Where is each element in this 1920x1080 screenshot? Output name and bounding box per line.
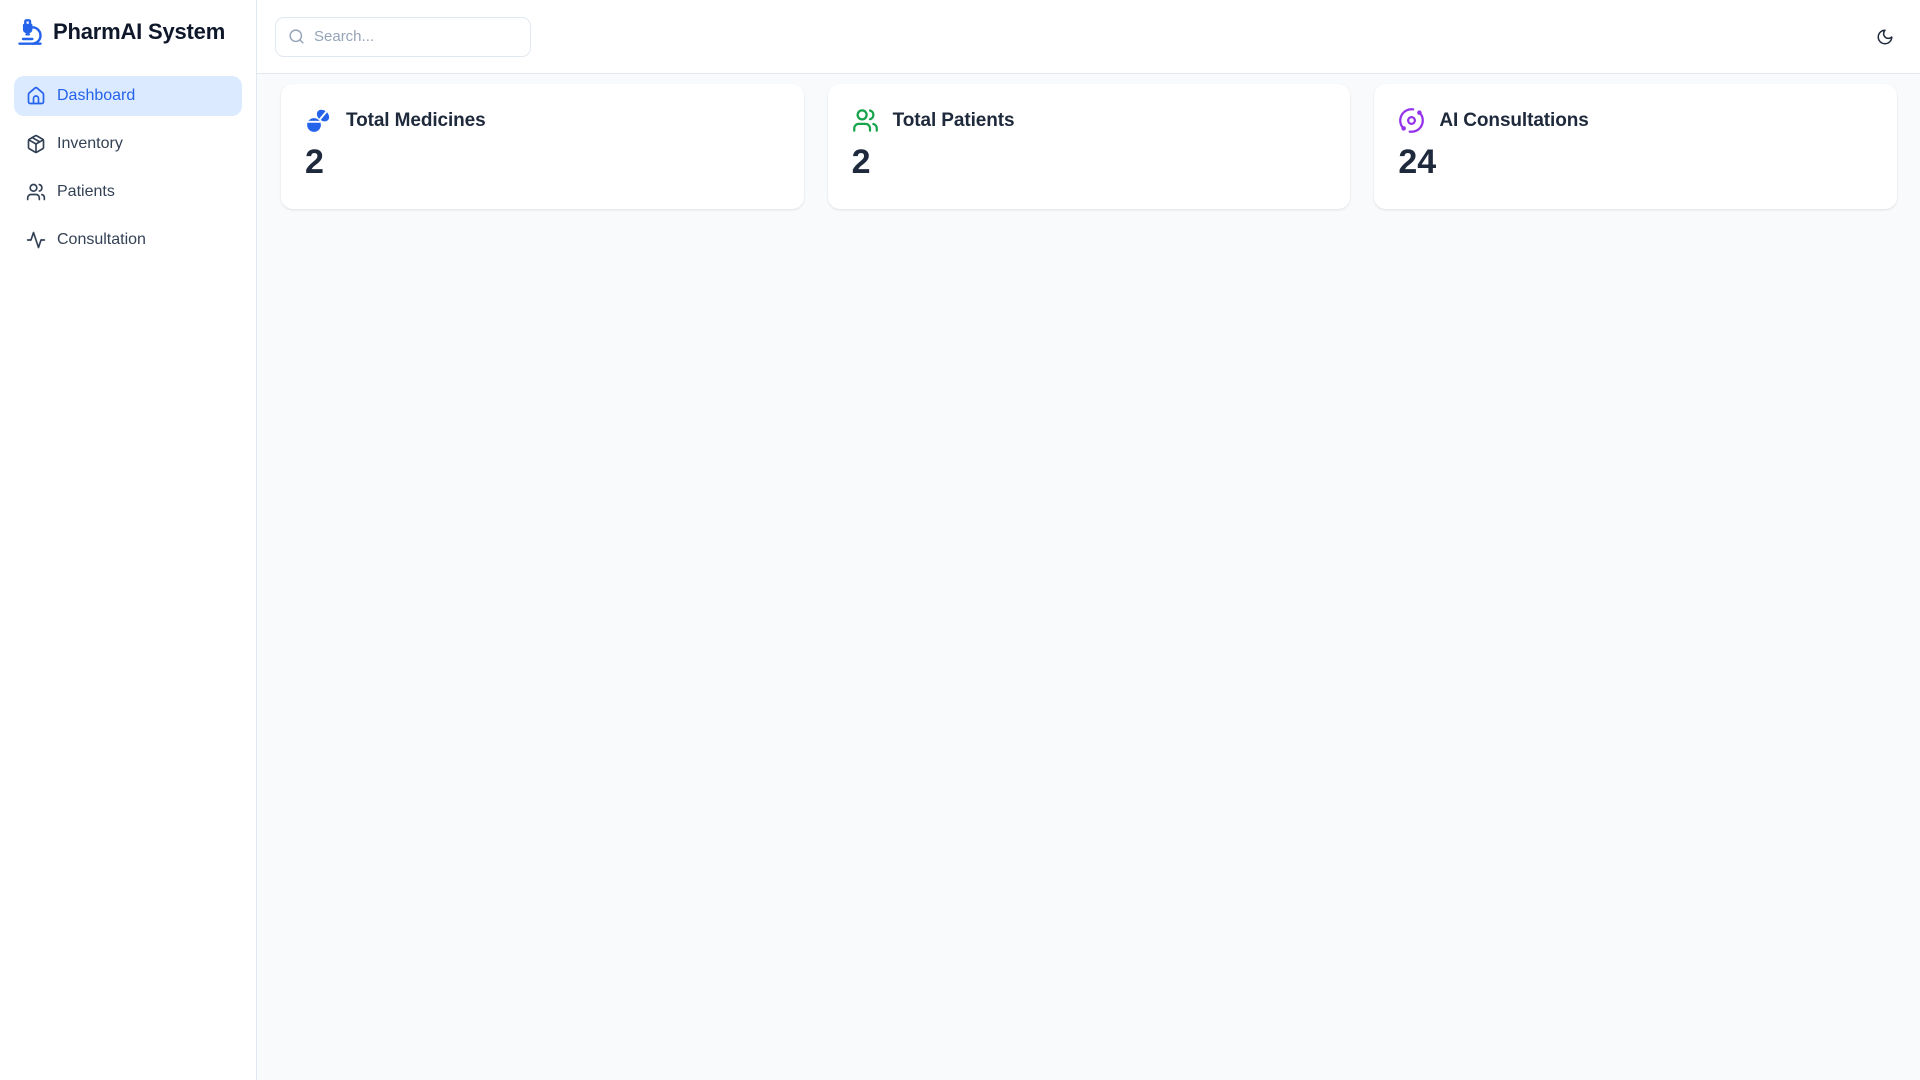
sidebar-nav: Dashboard Inventory Patients <box>14 76 242 260</box>
stats-grid: Total Medicines 2 Total Patients <box>281 84 1897 209</box>
main-column: Total Medicines 2 Total Patients <box>257 0 1920 1080</box>
sidebar-item-inventory[interactable]: Inventory <box>14 124 242 164</box>
stat-card-title: Total Medicines <box>346 109 486 131</box>
pills-icon <box>307 109 330 132</box>
sidebar-item-label: Dashboard <box>57 87 136 104</box>
stat-card-title: AI Consultations <box>1439 109 1589 131</box>
stat-card-value: 2 <box>851 143 871 181</box>
stat-card-header: Total Patients <box>852 107 1327 134</box>
sidebar-item-consultation[interactable]: Consultation <box>14 220 242 260</box>
sidebar-item-dashboard[interactable]: Dashboard <box>14 76 242 116</box>
stat-card-value: 24 <box>1398 143 1437 181</box>
stat-card-total-patients: Total Patients 2 <box>827 84 1351 209</box>
header <box>257 0 1920 74</box>
users-icon <box>26 183 46 201</box>
activity-icon <box>26 231 46 249</box>
stat-card-total-medicines: Total Medicines 2 <box>281 84 804 209</box>
stat-card-value: 2 <box>305 143 324 181</box>
sidebar-item-label: Patients <box>57 183 115 200</box>
search-box <box>275 16 531 57</box>
sidebar: PharmAI System Dashboard Inventory <box>0 0 257 1080</box>
orbit-icon <box>1399 108 1425 133</box>
sidebar-item-patients[interactable]: Patients <box>14 172 242 212</box>
stat-card-title: Total Patients <box>892 109 1015 131</box>
stat-card-ai-consultations: AI Consultations 24 <box>1374 84 1897 209</box>
search-input[interactable] <box>314 28 518 45</box>
stat-card-header: AI Consultations <box>1398 107 1873 134</box>
package-icon <box>27 134 45 154</box>
theme-toggle-button[interactable] <box>1868 20 1902 54</box>
users-icon <box>852 109 878 132</box>
home-icon <box>27 86 45 105</box>
microscope-icon <box>18 19 42 45</box>
sidebar-item-label: Consultation <box>57 231 146 248</box>
app-title: PharmAI System <box>53 19 226 44</box>
search-icon <box>289 29 304 44</box>
app-logo: PharmAI System <box>14 16 242 48</box>
sidebar-item-label: Inventory <box>57 135 123 152</box>
moon-icon <box>1877 29 1893 44</box>
stat-card-header: Total Medicines <box>305 107 780 134</box>
dashboard-content: Total Medicines 2 Total Patients <box>257 74 1920 1080</box>
